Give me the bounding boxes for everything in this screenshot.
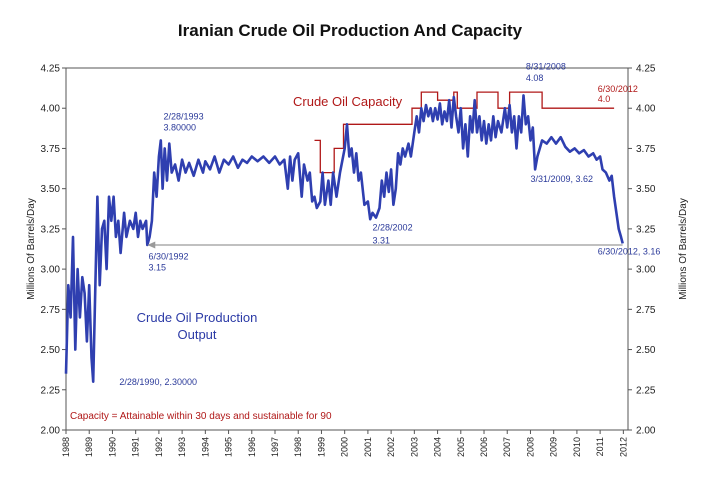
reference-line-arrowhead bbox=[147, 241, 156, 249]
x-tick-label: 1991 bbox=[131, 437, 141, 457]
capacity-series-line bbox=[314, 91, 615, 174]
annotation-label: 6/30/2012 bbox=[598, 84, 638, 94]
y-tick-label-right: 3.25 bbox=[636, 224, 656, 235]
x-tick-label: 2002 bbox=[386, 437, 396, 457]
y-tick-label-right: 4.25 bbox=[636, 64, 656, 75]
annotation-label: 8/31/2008 bbox=[526, 62, 566, 72]
y-tick-label-right: 4.00 bbox=[636, 104, 656, 115]
x-tick-label: 2005 bbox=[456, 437, 466, 457]
y-tick-label-right: 2.75 bbox=[636, 305, 656, 316]
annotation-label: 3.31 bbox=[373, 235, 391, 245]
annotation-label: 2/28/2002 bbox=[373, 222, 413, 232]
y-tick-label-right: 3.00 bbox=[636, 265, 656, 276]
annotation-label: 3.15 bbox=[148, 263, 166, 273]
y-axis-right: 2.00 2.25 2.50 2.75 3.00 3.25 3.50 3.75 4.00 4.25 bbox=[628, 64, 656, 437]
x-tick-label: 1998 bbox=[293, 437, 303, 457]
plot-frame bbox=[65, 67, 629, 431]
annotation-label: 4.0 bbox=[598, 94, 611, 104]
x-tick-label: 2006 bbox=[479, 437, 489, 457]
x-tick-label: 2012 bbox=[618, 437, 628, 457]
y-tick-label-left: 3.50 bbox=[41, 184, 61, 195]
y-tick-label-right: 3.75 bbox=[636, 144, 656, 155]
footnote: Capacity = Attainable within 30 days and… bbox=[70, 411, 332, 422]
x-tick-label: 2001 bbox=[363, 437, 373, 457]
y-tick-label-left: 3.25 bbox=[41, 224, 61, 235]
y-tick-label-left: 4.25 bbox=[41, 64, 61, 75]
x-tick-label: 1988 bbox=[61, 437, 71, 457]
x-tick-label: 2010 bbox=[572, 437, 582, 457]
y-tick-label-left: 2.25 bbox=[41, 385, 61, 396]
annotation-label: 3/31/2009, 3.62 bbox=[530, 174, 593, 184]
x-tick-label: 1990 bbox=[107, 437, 117, 457]
legend-production-line1: Crude Oil Production bbox=[137, 310, 258, 325]
x-tick-label: 2000 bbox=[340, 437, 350, 457]
x-tick-label: 2009 bbox=[549, 437, 559, 457]
annotation-label: 2/28/1993 bbox=[164, 111, 204, 121]
legend-production-line2: Output bbox=[177, 327, 216, 342]
y-tick-label-left: 2.50 bbox=[41, 345, 61, 356]
chart-title: Iranian Crude Oil Production And Capacit… bbox=[178, 21, 523, 40]
x-tick-label: 1989 bbox=[84, 437, 94, 457]
annotation-label: 6/30/2012, 3.16 bbox=[598, 247, 661, 257]
x-tick-label: 1999 bbox=[316, 437, 326, 457]
x-tick-label: 1994 bbox=[200, 437, 210, 457]
annotation-label: 6/30/1992 bbox=[148, 251, 188, 261]
y-tick-label-left: 4.00 bbox=[41, 104, 61, 115]
y-tick-label-right: 2.25 bbox=[636, 385, 656, 396]
x-tick-label: 1993 bbox=[177, 437, 187, 457]
annotation-label: 3.80000 bbox=[164, 123, 197, 133]
y-axis-label-right: Millions Of Barrels/Day bbox=[678, 198, 689, 300]
x-tick-label: 1997 bbox=[270, 437, 280, 457]
y-tick-label-right: 2.50 bbox=[636, 345, 656, 356]
x-tick-label: 2008 bbox=[525, 437, 535, 457]
annotations: 2/28/1993 3.80000 6/30/1992 3.15 2/28/1990, … bbox=[119, 62, 660, 387]
y-tick-label-left: 3.00 bbox=[41, 265, 61, 276]
y-tick-label-right: 2.00 bbox=[636, 426, 656, 437]
annotation-label: 2/28/1990, 2.30000 bbox=[119, 377, 197, 387]
x-tick-label: 2004 bbox=[433, 437, 443, 457]
production-series-line bbox=[64, 94, 624, 384]
y-tick-label-left: 3.75 bbox=[41, 144, 61, 155]
annotation-label: 4.08 bbox=[526, 73, 544, 83]
x-tick-label: 2003 bbox=[409, 437, 419, 457]
y-tick-label-left: 2.00 bbox=[41, 426, 61, 437]
x-tick-label: 1992 bbox=[154, 437, 164, 457]
x-tick-label: 2011 bbox=[595, 437, 605, 456]
y-axis-label-left: Millions Of Barrels/Day bbox=[26, 198, 37, 300]
x-tick-label: 1996 bbox=[247, 437, 257, 457]
y-tick-label-right: 3.50 bbox=[636, 184, 656, 195]
x-tick-label: 2007 bbox=[502, 437, 512, 457]
y-axis-left: 2.00 2.25 2.50 2.75 3.00 3.25 3.50 3.75 4.00 4.25 bbox=[41, 64, 66, 437]
x-tick-label: 1995 bbox=[224, 437, 234, 457]
y-tick-label-left: 2.75 bbox=[41, 305, 61, 316]
legend-capacity: Crude Oil Capacity bbox=[293, 94, 403, 109]
x-axis: 1988 1989 1990 1991 1992 1993 1994 1995 1996 1997… bbox=[61, 430, 628, 457]
